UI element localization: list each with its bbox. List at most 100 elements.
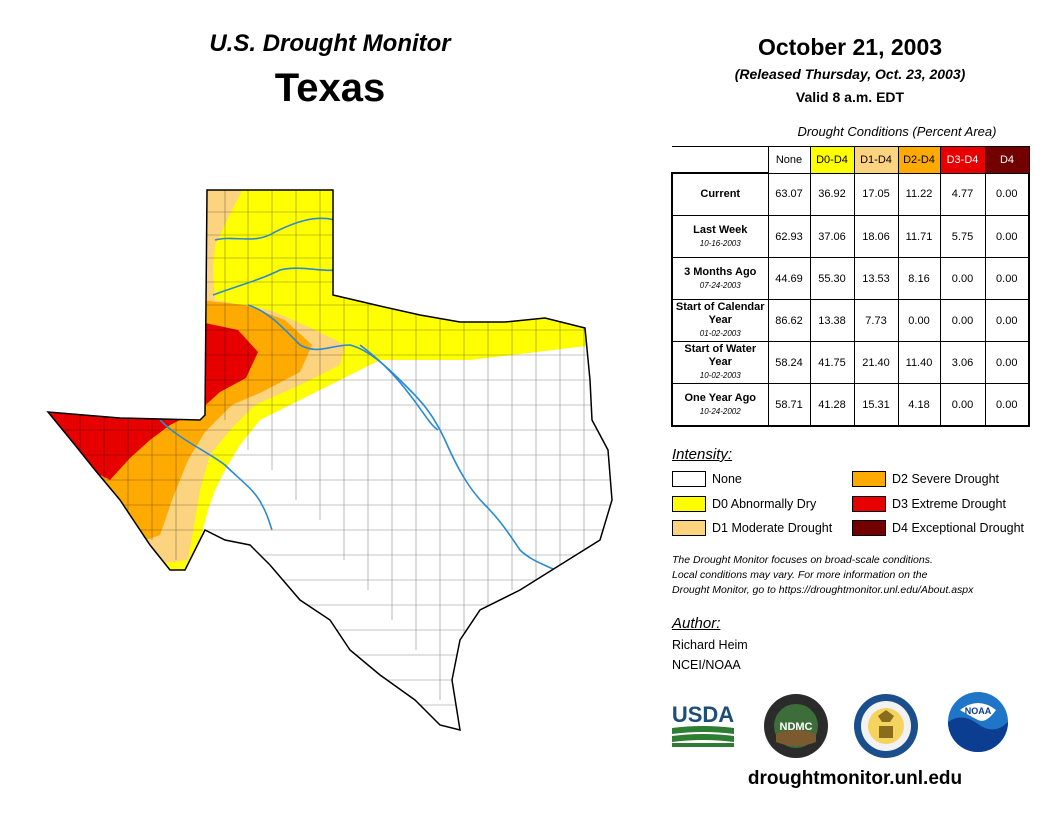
table-cell: 0.00 — [984, 383, 1030, 427]
row-label-text: One Year Ago — [684, 391, 757, 404]
table-cell: 41.75 — [809, 341, 855, 384]
table-cell: 86.62 — [767, 299, 811, 342]
table-cell: 37.06 — [809, 215, 855, 258]
author-name: Richard Heim — [672, 638, 748, 652]
legend-item-d4: D4 Exceptional Drought — [852, 520, 1024, 536]
column-header: D4 — [984, 146, 1030, 174]
row-label: Start of Water Year 10-02-2003 — [671, 341, 769, 384]
usda-logo-text: USDA — [672, 702, 734, 727]
column-header: D3-D4 — [939, 146, 986, 174]
legend-label: D3 Extreme Drought — [892, 497, 1006, 511]
row-date: 10-16-2003 — [699, 238, 741, 248]
row-date: 10-24-2002 — [699, 406, 741, 416]
noaa-logo-text: NOAA — [965, 706, 992, 716]
table-cell: 36.92 — [809, 172, 855, 216]
release-date: (Released Thursday, Oct. 23, 2003) — [734, 66, 966, 82]
table-cell: 0.00 — [984, 341, 1030, 384]
table-cell: 0.00 — [939, 257, 986, 300]
table-cell: 3.06 — [939, 341, 986, 384]
row-label-text: Start of Water Year — [684, 343, 757, 368]
legend-item-none: None — [672, 471, 742, 487]
table-cell: 4.18 — [897, 383, 941, 427]
table-cell: 11.40 — [897, 341, 941, 384]
table-cell: 13.53 — [853, 257, 899, 300]
legend-label: None — [712, 472, 742, 486]
table-cell: 17.05 — [853, 172, 899, 216]
column-header: D1-D4 — [853, 146, 899, 174]
legend-item-d3: D3 Extreme Drought — [852, 496, 1006, 512]
column-header: D0-D4 — [809, 146, 855, 174]
rivers — [159, 217, 556, 571]
table-cell: 55.30 — [809, 257, 855, 300]
row-date: 07-24-2003 — [699, 280, 741, 290]
table-cell: 15.31 — [853, 383, 899, 427]
table-row: Current 63.07 36.92 17.05 11.22 4.77 0.00 — [671, 172, 1030, 216]
table-cell: 13.38 — [809, 299, 855, 342]
intensity-legend-title: Intensity: — [672, 446, 733, 463]
commerce-seal-logo — [854, 694, 918, 758]
row-date: 01-02-2003 — [699, 329, 741, 338]
table-cell: 11.71 — [897, 215, 941, 258]
legend-item-d1: D1 Moderate Drought — [672, 520, 832, 536]
author-organization: NCEI/NOAA — [672, 658, 741, 672]
note-line: Local conditions may vary. For more info… — [672, 569, 928, 581]
state-title: Texas — [274, 66, 386, 110]
usda-logo: USDA — [672, 702, 734, 747]
table-cell: 0.00 — [984, 257, 1030, 300]
table-cell: 0.00 — [984, 172, 1030, 216]
row-date: 10-02-2003 — [699, 371, 741, 380]
table-cell: 63.07 — [767, 172, 811, 216]
legend-swatch — [852, 520, 886, 536]
table-row: Last Week 10-16-2003 62.93 37.06 18.06 11.71 5… — [671, 215, 1030, 258]
table-cell: 18.06 — [853, 215, 899, 258]
note-line: The Drought Monitor focuses on broad-sca… — [672, 554, 933, 566]
column-header: D2-D4 — [897, 146, 941, 174]
table-cell: 44.69 — [767, 257, 811, 300]
table-row: Start of Water Year 10-02-2003 58.24 41.75 2… — [671, 341, 1030, 384]
table-cell: 58.71 — [767, 383, 811, 427]
row-label: Start of Calendar Year 01-02-2003 — [671, 299, 769, 342]
table-cell: 5.75 — [939, 215, 986, 258]
table-cell: 7.73 — [853, 299, 899, 342]
noaa-logo: NOAA — [948, 692, 1008, 752]
row-label-text: Start of Calendar Year — [675, 301, 765, 326]
table-cell: 0.00 — [984, 299, 1030, 342]
drought-conditions-title: Drought Conditions (Percent Area) — [797, 124, 997, 139]
table-cell: 58.24 — [767, 341, 811, 384]
author-title: Author: — [672, 615, 721, 632]
legend-label: D4 Exceptional Drought — [892, 521, 1025, 535]
row-label: One Year Ago 10-24-2002 — [671, 383, 769, 427]
table-row: Start of Calendar Year 01-02-2003 86.62 13.… — [671, 299, 1030, 342]
row-label: 3 Months Ago 07-24-2003 — [671, 257, 769, 300]
table-cell: 41.28 — [809, 383, 855, 427]
legend-swatch — [852, 471, 886, 487]
table-cell: 4.77 — [939, 172, 986, 216]
legend-label: D1 Moderate Drought — [712, 521, 833, 535]
legend-swatch — [672, 520, 706, 536]
texas-outline — [46, 189, 613, 732]
table-cell: 8.16 — [897, 257, 941, 300]
row-label: Current — [671, 172, 769, 216]
legend-swatch — [672, 496, 706, 512]
ndmc-logo-text: NDMC — [780, 721, 813, 733]
monitor-title: U.S. Drought Monitor — [209, 30, 451, 57]
row-label-text: Last Week — [693, 223, 748, 236]
table-row: One Year Ago 10-24-2002 58.71 41.28 15.31 4.1… — [671, 383, 1030, 427]
row-label-text: Current — [700, 188, 741, 200]
legend-item-d2: D2 Severe Drought — [852, 471, 999, 487]
map-date: October 21, 2003 — [757, 34, 943, 60]
row-label-text: 3 Months Ago — [684, 265, 757, 278]
legend-swatch — [852, 496, 886, 512]
table-cell: 0.00 — [939, 383, 986, 427]
table-cell: 0.00 — [897, 299, 941, 342]
table-cell: 0.00 — [984, 215, 1030, 258]
drought-monitor-note: The Drought Monitor focuses on broad-sca… — [672, 553, 1042, 598]
website-url[interactable]: droughtmonitor.unl.edu — [747, 768, 963, 789]
table-cell: 0.00 — [939, 299, 986, 342]
legend-label: D0 Abnormally Dry — [712, 497, 817, 511]
table-row: 3 Months Ago 07-24-2003 44.69 55.30 13.53 8.1… — [671, 257, 1030, 300]
column-header: None — [767, 146, 811, 174]
table-cell: 21.40 — [853, 341, 899, 384]
table-cell: 62.93 — [767, 215, 811, 258]
note-line: Drought Monitor, go to https://droughtmo… — [672, 584, 974, 596]
